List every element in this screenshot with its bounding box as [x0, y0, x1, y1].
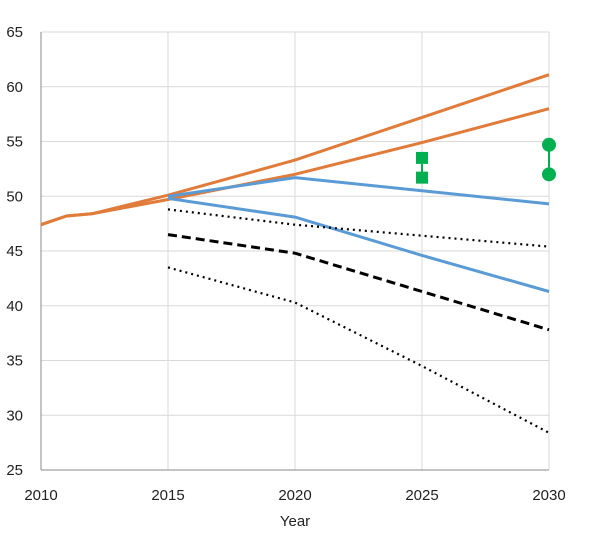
y-tick-label: 25 [6, 462, 23, 479]
x-axis-title: Year [280, 513, 310, 530]
y-tick-label: 40 [6, 298, 23, 315]
tick-labels: 25 30 35 40 45 50 55 60 65 2010 2015 2020 2025 2030 [6, 24, 565, 504]
series-line-7 [167, 266, 550, 434]
y-tick-label: 55 [6, 134, 23, 151]
y-tick-label: 60 [6, 79, 23, 96]
x-tick-label: 2010 [24, 487, 57, 504]
series-line-6 [167, 233, 550, 332]
marker-square [416, 151, 428, 164]
marker-square [416, 171, 428, 184]
series-line-5 [167, 208, 550, 248]
y-tick-label: 30 [6, 407, 23, 424]
series-line-3 [167, 176, 550, 206]
series [40, 73, 550, 434]
axes [40, 32, 549, 471]
markers [416, 137, 556, 184]
marker-circle [542, 167, 556, 182]
series-line-4 [167, 196, 550, 293]
grid [41, 31, 550, 470]
x-tick-label: 2030 [532, 487, 565, 504]
x-tick-label: 2020 [278, 487, 311, 504]
y-tick-label: 65 [6, 24, 23, 41]
x-tick-label: 2015 [151, 487, 184, 504]
y-tick-label: 50 [6, 188, 23, 205]
y-tick-label: 45 [6, 243, 23, 260]
marker-circle [542, 137, 556, 152]
y-tick-label: 35 [6, 353, 23, 370]
x-tick-label: 2025 [405, 487, 438, 504]
